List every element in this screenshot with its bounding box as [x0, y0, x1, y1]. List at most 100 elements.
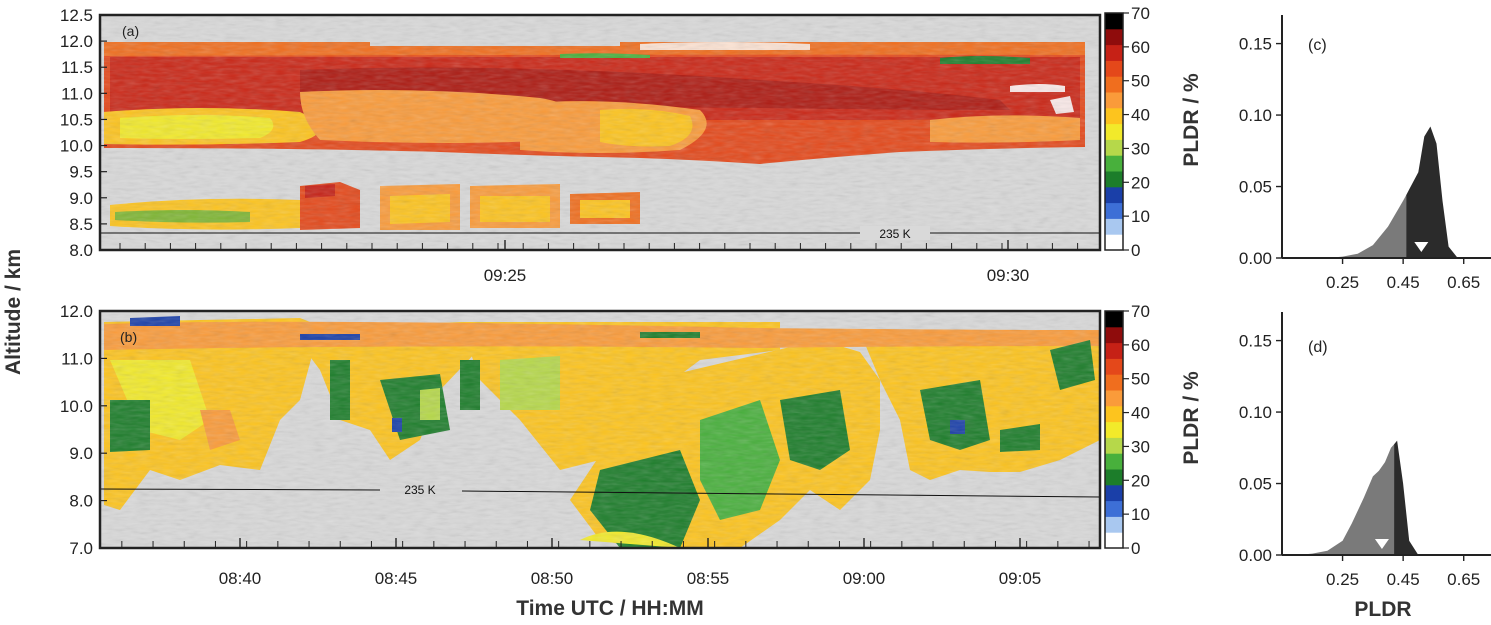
- colorbar-tick-label: 50: [1131, 72, 1150, 91]
- colorbar-swatch: [1105, 516, 1123, 533]
- colorbar-tick-label: 70: [1131, 4, 1150, 23]
- y-tick-label: 7.0: [69, 539, 93, 558]
- panel-a-isotherm-label: 235 K: [879, 227, 910, 241]
- colorbar-frame: [1104, 310, 1124, 549]
- colorbar-swatch: [1105, 171, 1123, 188]
- colorbar-swatch: [1105, 342, 1123, 359]
- x-tick-label: 0.45: [1387, 570, 1420, 589]
- colorbar-swatch: [1105, 76, 1123, 93]
- y-tick-label: 8.5: [69, 215, 93, 234]
- panel-c: (c) 0.00 0.05 0.10 0.15 0.25 0.45 0.65: [1239, 15, 1491, 292]
- y-tick-label: 12.0: [60, 32, 93, 51]
- panel-a-label: (a): [122, 23, 139, 39]
- x-tick-label: 0.25: [1326, 273, 1359, 292]
- colorbar-a: 0 10 20 30 40 50 60 70: [1104, 4, 1150, 260]
- colorbar-swatch: [1105, 44, 1123, 61]
- colorbar-tick-label: 20: [1131, 471, 1150, 490]
- x-axis-title: Time UTC / HH:MM: [516, 597, 703, 620]
- panel-b-y-axis: 7.0 8.0 9.0 10.0 11.0 12.0: [60, 302, 107, 558]
- y-tick-label: 12.0: [60, 302, 93, 321]
- panel-a-isotherm-label-bg: [860, 226, 930, 240]
- colorbar-tick-label: 60: [1131, 38, 1150, 57]
- x-tick-label: 08:45: [375, 569, 418, 588]
- colorbar-a-label: PLDR / %: [1180, 73, 1203, 167]
- y-tick-label: 0.00: [1239, 249, 1272, 268]
- colorbar-swatch: [1105, 437, 1123, 454]
- y-tick-label: 0.15: [1239, 35, 1272, 54]
- x-tick-label: 08:55: [687, 569, 730, 588]
- panel-a: 235 K (a) 8.0 8.5 9.0 9.5 10.0 10.5 11.0 11.5 12…: [60, 6, 1102, 285]
- panel-b-cloud: [100, 311, 1100, 548]
- panel-b-isotherm-line: [99, 488, 1101, 498]
- colorbar-swatch: [1105, 139, 1123, 156]
- colorbar-swatch: [1105, 28, 1123, 46]
- colorbar-swatch: [1105, 358, 1123, 375]
- colorbar-b-label: PLDR / %: [1180, 371, 1203, 465]
- colorbar-frame: [1104, 12, 1124, 251]
- panel-b-frame: [98, 309, 1102, 550]
- x-tick-label: 09:30: [987, 266, 1030, 285]
- colorbar-swatch: [1105, 311, 1123, 328]
- y-tick-label: 0.05: [1239, 178, 1272, 197]
- colorbar-swatch: [1105, 60, 1123, 77]
- y-tick-label: 0.00: [1239, 546, 1272, 565]
- colorbar-swatch: [1105, 123, 1123, 140]
- colorbar-tick-label: 60: [1131, 336, 1150, 355]
- y-tick-label: 0.10: [1239, 106, 1272, 125]
- colorbar-swatch: [1105, 186, 1123, 204]
- y-tick-label: 8.0: [69, 241, 93, 260]
- colorbar-tick-label: 20: [1131, 173, 1150, 192]
- panel-b-label: (b): [120, 329, 137, 345]
- colorbar-swatch: [1105, 469, 1123, 486]
- pldr-axis-title: PLDR: [1354, 598, 1411, 621]
- x-tick-label: 09:25: [484, 266, 527, 285]
- y-tick-label: 8.0: [69, 492, 93, 511]
- y-tick-label: 0.15: [1239, 332, 1272, 351]
- colorbar-swatch: [1105, 92, 1123, 109]
- colorbar-b: 0 10 20 30 40 50 60 70: [1104, 302, 1150, 558]
- x-tick-label: 0.65: [1447, 273, 1480, 292]
- panel-b: 235 K (b) 7.0 8.0 9.0 10.0 11.0 12.0 08:40 08:…: [60, 302, 1102, 588]
- colorbar-swatch: [1105, 500, 1123, 517]
- colorbar-tick-label: 40: [1131, 106, 1150, 125]
- colorbar-tick-label: 50: [1131, 370, 1150, 389]
- y-tick-label: 11.0: [61, 84, 93, 103]
- panel-a-x-axis: 09:25 09:30: [119, 240, 1079, 285]
- colorbar-swatch: [1105, 405, 1123, 423]
- x-tick-label: 08:40: [219, 569, 262, 588]
- colorbar-tick-label: 0: [1131, 241, 1140, 260]
- colorbar-tick-label: 10: [1131, 207, 1150, 226]
- colorbar-swatch: [1105, 202, 1123, 219]
- y-tick-label: 0.10: [1239, 403, 1272, 422]
- y-tick-label: 9.0: [69, 444, 93, 463]
- colorbar-tick-label: 40: [1131, 404, 1150, 423]
- colorbar-swatch: [1105, 107, 1123, 125]
- y-tick-label: 0.05: [1239, 475, 1272, 494]
- x-tick-label: 0.25: [1326, 570, 1359, 589]
- colorbar-tick-label: 30: [1131, 437, 1150, 456]
- y-tick-label: 12.5: [60, 6, 93, 25]
- panel-b-isotherm-label: 235 K: [404, 483, 435, 497]
- colorbar-swatch: [1105, 390, 1123, 407]
- y-tick-label: 10.5: [60, 110, 93, 129]
- x-tick-label: 08:50: [531, 569, 574, 588]
- y-tick-label: 9.0: [69, 189, 93, 208]
- colorbar-swatch: [1105, 13, 1123, 30]
- colorbar-swatch: [1105, 234, 1123, 251]
- y-tick-label: 10.0: [60, 397, 93, 416]
- distribution-area-low: [1297, 444, 1395, 555]
- panel-d: (d) 0.00 0.05 0.10 0.15 0.25 0.45 0.65: [1239, 312, 1491, 589]
- distribution-area-high: [1406, 126, 1458, 258]
- colorbar-swatch: [1105, 532, 1123, 549]
- median-marker: [1414, 242, 1429, 252]
- colorbar-swatch: [1105, 421, 1123, 438]
- colorbar-swatch: [1105, 155, 1123, 172]
- x-tick-label: 09:00: [843, 569, 886, 588]
- panel-c-label: (c): [1308, 37, 1327, 54]
- colorbar-swatch: [1105, 453, 1123, 470]
- y-tick-label: 11.0: [61, 349, 93, 368]
- y-axis-title: Altitude / km: [2, 249, 25, 375]
- y-tick-label: 10.0: [60, 137, 93, 156]
- y-tick-label: 9.5: [69, 163, 93, 182]
